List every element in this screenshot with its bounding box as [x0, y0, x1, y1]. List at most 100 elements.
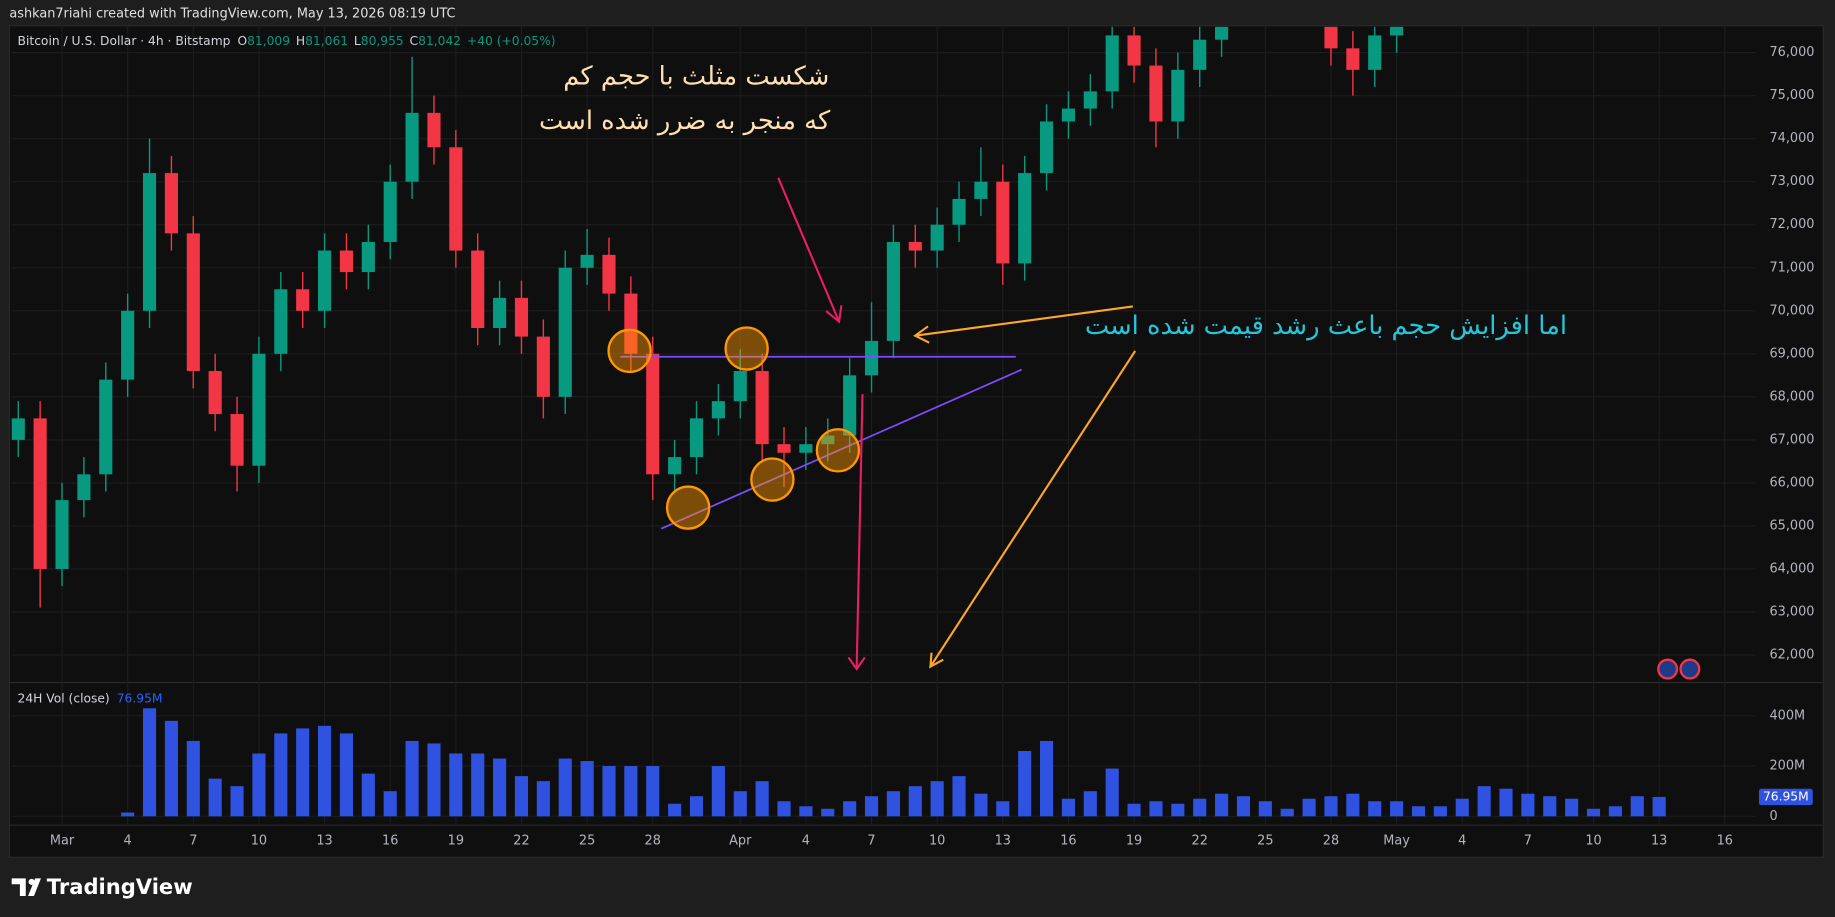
volume-bar	[733, 791, 747, 817]
candle-body	[427, 112, 441, 148]
volume-bar	[1280, 808, 1294, 817]
volume-bar	[1455, 798, 1469, 817]
pink-arrows	[777, 177, 866, 671]
volume-bar	[1083, 791, 1097, 817]
candle-body	[864, 340, 879, 376]
candle-body	[339, 250, 354, 273]
flag	[1679, 658, 1701, 680]
candle-body	[99, 379, 113, 475]
candle-body	[11, 418, 25, 440]
volume-bar	[580, 761, 594, 817]
last-value-badge	[1758, 788, 1813, 806]
x-tick-label: 7	[1524, 833, 1532, 848]
volume-bar	[864, 796, 879, 817]
footer: TradingView	[11, 874, 193, 899]
volume-bar	[318, 725, 332, 817]
candle-body	[164, 173, 178, 234]
y-tick-label: 67,000	[1769, 432, 1814, 447]
change: +40 (+0.05%)	[467, 33, 556, 47]
volume-bar	[843, 801, 857, 817]
candle-body	[142, 173, 157, 311]
axes: 62,000 63,000 64,000 65,000 66,000 67,000 68,0…	[50, 45, 1815, 848]
candle-body	[383, 181, 397, 242]
x-tick-label: 13	[1651, 833, 1667, 848]
volume-bar	[1105, 768, 1119, 817]
marker	[815, 428, 861, 473]
volume-bar	[624, 766, 638, 817]
volume-bar	[1368, 801, 1382, 817]
y-tick-label: 68,000	[1769, 389, 1814, 404]
volume-bar	[361, 773, 375, 817]
x-tick-label: 10	[1585, 833, 1601, 848]
chart-panel	[8, 25, 1824, 858]
volume-bar	[952, 776, 966, 817]
volume-bar	[1543, 796, 1557, 817]
volume-bar	[1586, 808, 1601, 817]
y-tick-label: 76,000	[1769, 45, 1814, 60]
volume-bar	[121, 812, 135, 817]
candle-body	[733, 371, 747, 402]
volume-bar	[1346, 793, 1360, 817]
brand: TradingView	[47, 874, 193, 899]
x-tick-label: 7	[189, 833, 197, 848]
volume-bar	[908, 786, 922, 817]
ohlc-key: L	[354, 33, 361, 47]
marker	[607, 328, 652, 374]
y-tick-label: 66,000	[1769, 475, 1814, 490]
candle-body	[186, 233, 200, 372]
candle-body	[602, 254, 616, 294]
volume-bar	[777, 801, 791, 817]
volume-bar	[1258, 801, 1272, 817]
y-tick-label: 70,000	[1769, 303, 1814, 318]
candle-body	[886, 241, 900, 341]
volume-bar	[1499, 788, 1513, 817]
volume-bar	[1193, 798, 1207, 817]
candle-body	[996, 181, 1010, 264]
annotation: شکست مثلث با حجم کم	[563, 62, 829, 92]
symbol-legend: Bitcoin / U.S. Dollar · 4h · Bitstamp O81…	[18, 33, 556, 47]
candle-body	[1390, 26, 1404, 36]
volume-bar	[471, 753, 485, 817]
arrow	[847, 394, 866, 671]
volume-bar	[1324, 796, 1338, 817]
candle-body	[536, 336, 550, 397]
x-tick-label: 13	[316, 833, 332, 848]
candle-body	[668, 457, 682, 475]
marker	[724, 326, 769, 371]
arrow	[777, 177, 843, 324]
x-tick-label: 7	[867, 833, 875, 848]
candle-body	[405, 112, 419, 182]
volume-bar	[1608, 806, 1622, 817]
x-tick-label: 16	[1717, 833, 1733, 848]
marker	[750, 457, 795, 502]
indicator-legend: 24H Vol (close) 76.95M	[18, 691, 163, 705]
y-tick-label: 73,000	[1769, 174, 1814, 189]
candle-body	[711, 401, 725, 419]
event-flags	[1657, 658, 1701, 680]
indicator-value: 76.95M	[117, 691, 163, 705]
candle-body	[930, 224, 944, 251]
ohlc-key: O	[237, 33, 247, 47]
indicator-name: 24H Vol (close)	[18, 691, 110, 705]
trend-line	[660, 368, 1023, 530]
volume-bar	[711, 766, 725, 817]
volume-bar	[186, 740, 200, 817]
candle-body	[558, 267, 572, 397]
marker	[665, 485, 711, 530]
volume-bar	[383, 791, 397, 817]
candle-body	[1193, 39, 1207, 70]
volume-bar	[1652, 796, 1666, 817]
x-tick-label: 16	[1060, 833, 1076, 848]
candle-body	[296, 289, 310, 311]
volume-bar	[558, 758, 572, 817]
candle-body	[646, 353, 660, 475]
candle-body	[274, 289, 288, 354]
candle-body	[580, 254, 594, 268]
symbol: Bitcoin / U.S. Dollar · 4h · Bitstamp	[18, 33, 231, 47]
volume-bar	[602, 766, 616, 817]
candle-body	[908, 241, 922, 251]
y-tick-label: 64,000	[1769, 561, 1814, 576]
x-tick-label: 13	[995, 833, 1011, 848]
